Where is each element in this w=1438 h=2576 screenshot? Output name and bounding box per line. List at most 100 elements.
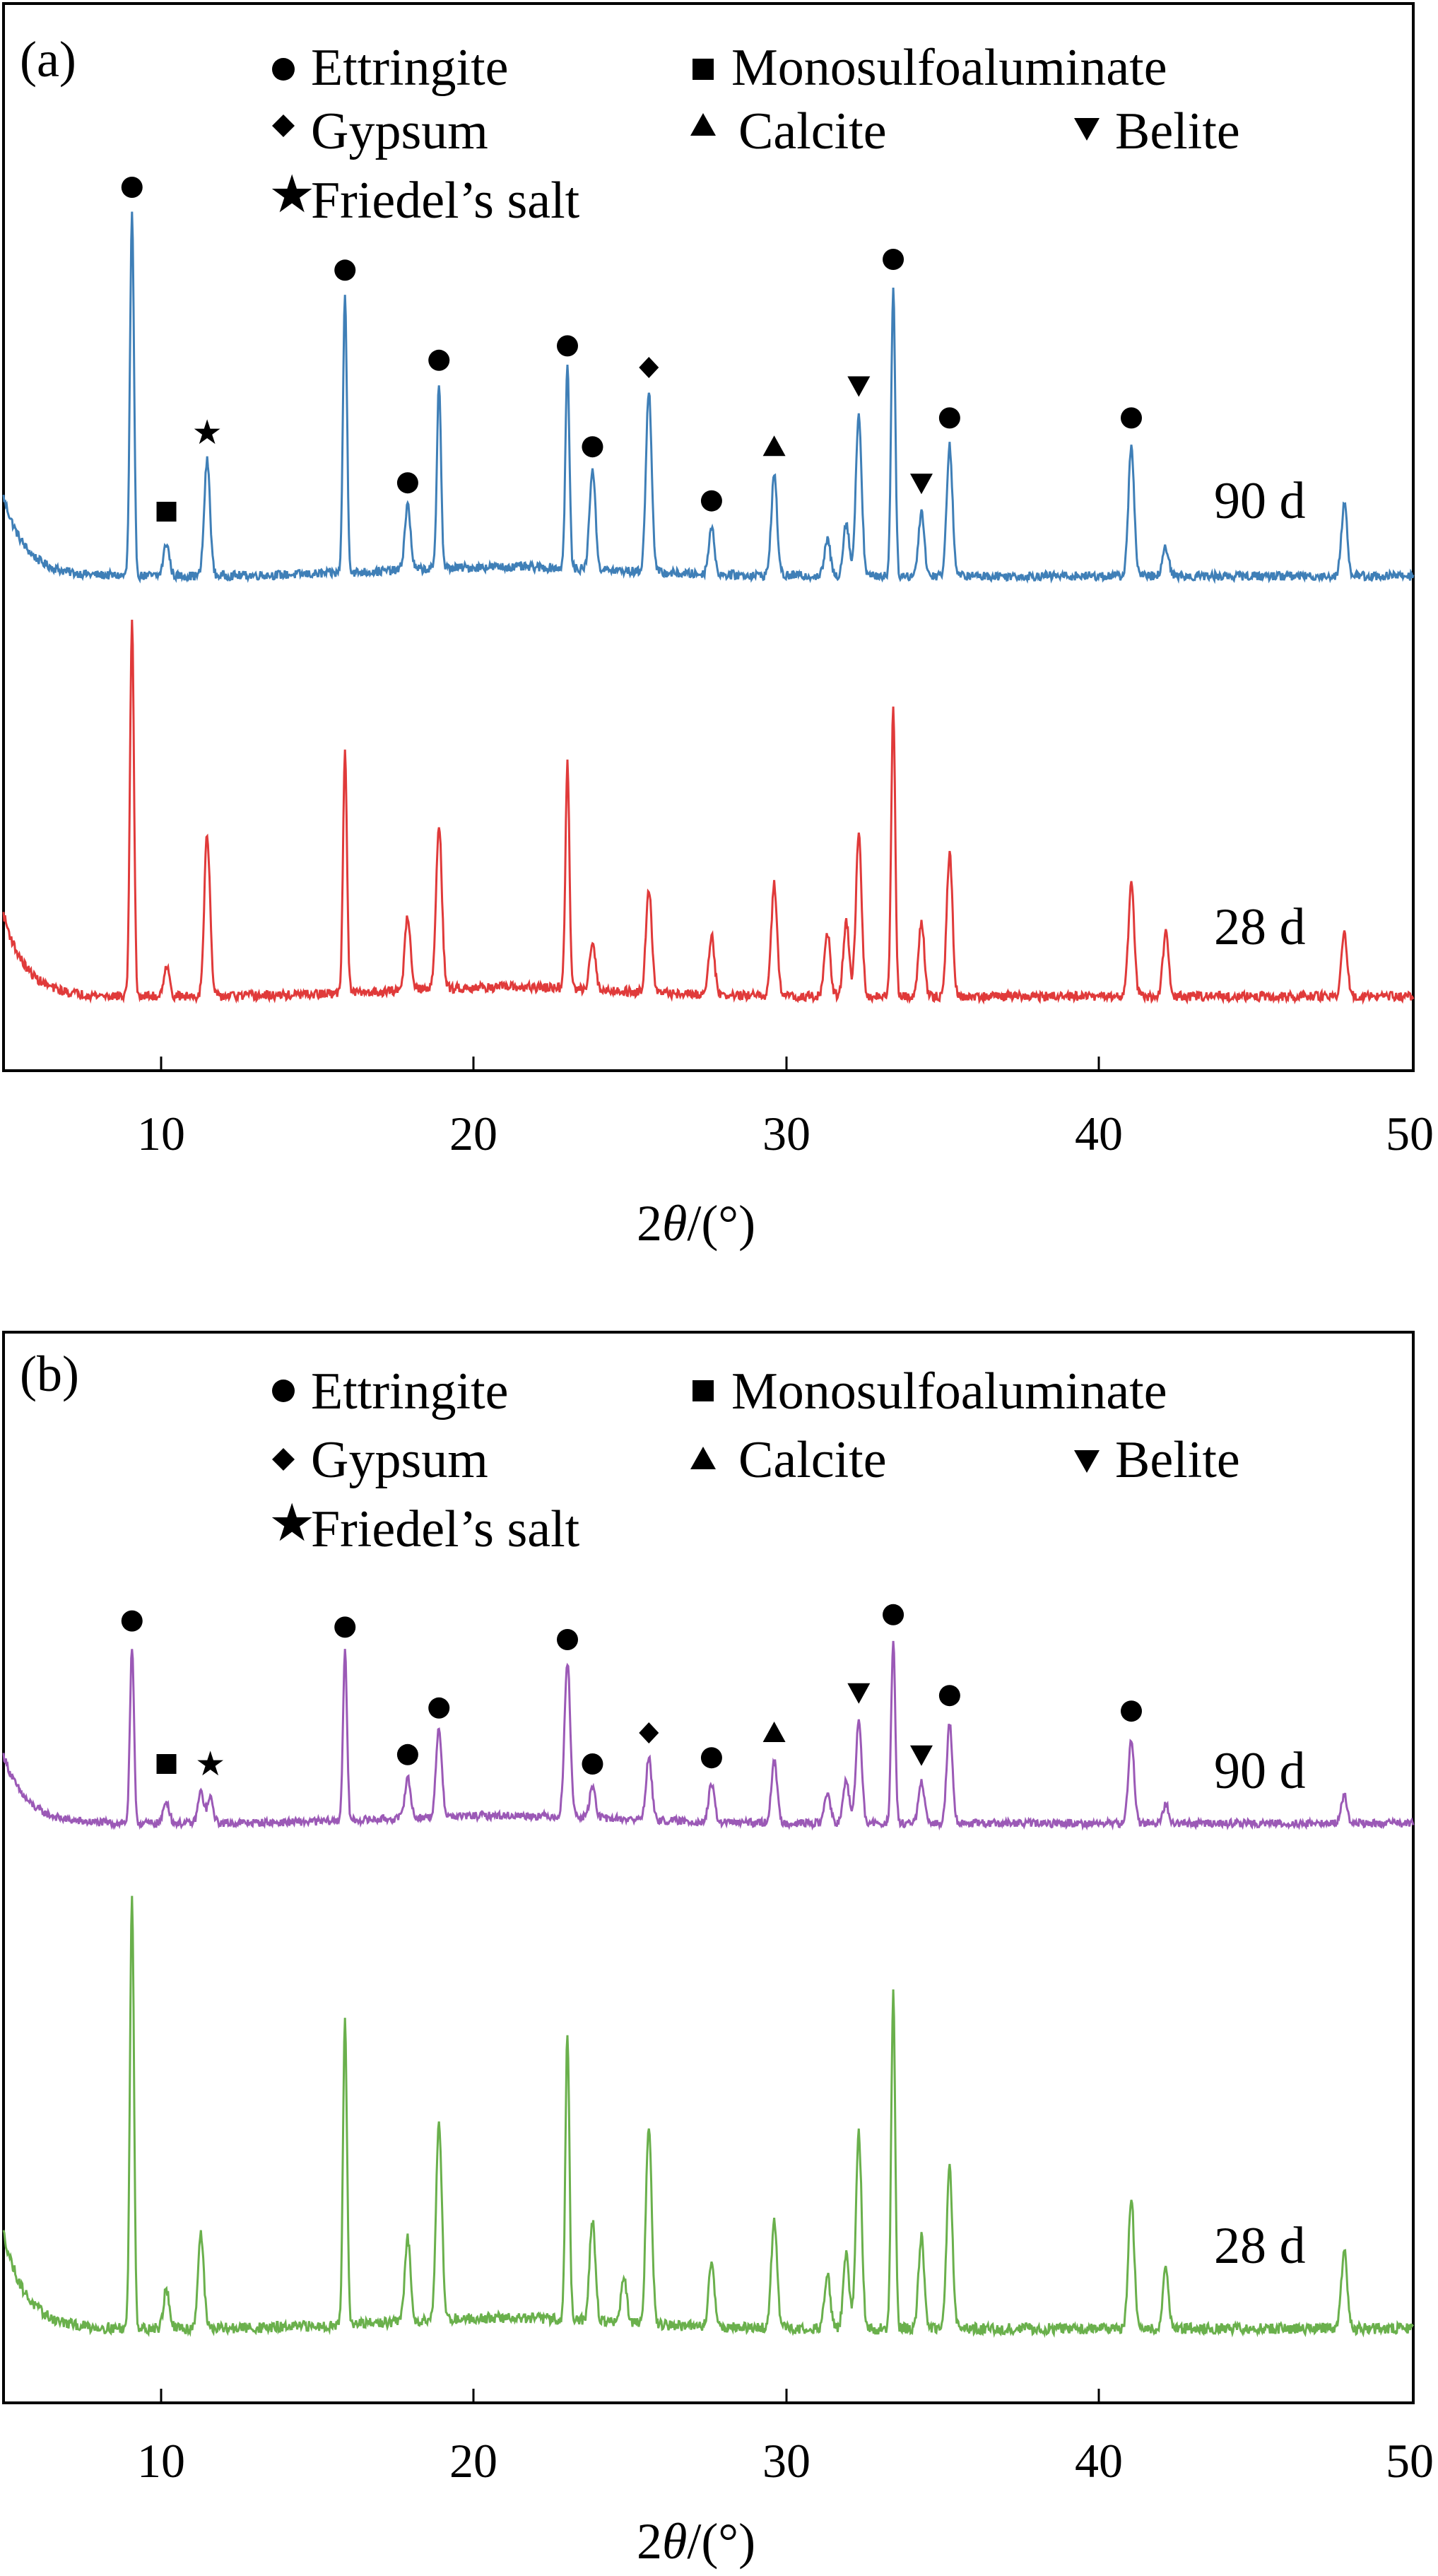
- x-axis-title-theta: θ: [662, 2513, 687, 2570]
- x-tick-label: 40: [1075, 2434, 1123, 2488]
- phase-marker-circle: [582, 436, 603, 458]
- legend-item-gypsum: Gypsum: [272, 1431, 488, 1489]
- legend-item-ettringite: Ettringite: [272, 39, 509, 97]
- x-axis-title-prefix: 2: [637, 1195, 662, 1252]
- circle-icon: [272, 1380, 295, 1402]
- phase-marker-circle: [938, 1685, 960, 1707]
- phase-marker-circle: [938, 407, 960, 429]
- x-tick-label: 50: [1386, 2434, 1434, 2488]
- phase-marker-circle: [557, 335, 578, 357]
- phase-marker-square: [156, 502, 177, 522]
- x-axis: 10 20 30 40 50 2θ/(°): [137, 2389, 1434, 2570]
- panel-b: (b) Ettringite Monosulfoaluminate Gypsum…: [2, 1331, 1434, 2570]
- phase-marker-circle: [1121, 407, 1142, 429]
- phase-marker-diamond: [639, 1722, 659, 1743]
- xrd-trace-90d: [2, 1640, 1415, 1831]
- legend-item-friedels-salt: ★ Friedel’s salt: [269, 1495, 580, 1558]
- phase-marker-circle: [121, 1610, 143, 1632]
- star-icon: ★: [269, 166, 315, 224]
- phase-marker-triangle-down: [909, 474, 933, 495]
- x-tick-label: 10: [137, 1107, 185, 1160]
- phase-marker-triangle-up: [762, 1722, 786, 1742]
- phase-marker-circle: [1121, 1700, 1142, 1722]
- x-tick-label: 50: [1386, 1107, 1434, 1160]
- phase-marker-circle: [700, 490, 722, 512]
- phase-markers: ★: [121, 1604, 1142, 1783]
- xrd-trace-90d: [2, 211, 1415, 584]
- phase-markers: ★: [121, 177, 1142, 522]
- phase-marker-triangle-down: [909, 1745, 933, 1766]
- xrd-traces: [2, 1640, 1415, 2339]
- panel-label: (b): [20, 1346, 79, 1402]
- phase-marker-triangle-up: [762, 435, 786, 457]
- x-tick-label: 10: [137, 2434, 185, 2488]
- star-icon: ★: [269, 1495, 315, 1553]
- phase-marker-star: ★: [192, 414, 223, 452]
- legend-label-gypsum: Gypsum: [311, 102, 488, 160]
- square-icon: [693, 1380, 714, 1401]
- legend-item-monosulfoaluminate: Monosulfoaluminate: [693, 39, 1167, 97]
- panel-label: (a): [20, 31, 76, 88]
- series-label-28d: 28 d: [1214, 2217, 1306, 2275]
- legend-item-calcite: Calcite: [690, 102, 887, 160]
- phase-marker-circle: [582, 1753, 603, 1775]
- plot-frame: [2, 2, 1415, 1072]
- x-axis-title-suffix: /(°): [687, 2513, 755, 2570]
- diamond-icon: [272, 114, 295, 137]
- phase-marker-circle: [396, 472, 418, 494]
- legend-label-calcite: Calcite: [738, 1431, 887, 1489]
- phase-marker-star: ★: [195, 1746, 225, 1783]
- triangle-down-icon: [1074, 1450, 1100, 1473]
- phase-marker-circle: [428, 349, 450, 371]
- legend-label-monosulfoaluminate: Monosulfoaluminate: [731, 1363, 1167, 1421]
- phase-marker-circle: [334, 259, 356, 281]
- triangle-up-icon: [690, 1447, 716, 1469]
- x-axis-title-suffix: /(°): [687, 1195, 755, 1252]
- legend-label-ettringite: Ettringite: [311, 1363, 509, 1421]
- legend-label-belite: Belite: [1115, 1431, 1240, 1489]
- phase-marker-circle: [334, 1616, 356, 1638]
- legend-item-monosulfoaluminate: Monosulfoaluminate: [693, 1363, 1167, 1421]
- x-axis: 10 20 30 40 50 2θ/(°): [137, 1057, 1434, 1252]
- x-tick-label: 20: [449, 2434, 497, 2488]
- legend-item-friedels-salt: ★ Friedel’s salt: [269, 166, 580, 230]
- xrd-trace-28d: [2, 1895, 1415, 2339]
- legend-label-friedels-salt: Friedel’s salt: [311, 1500, 580, 1558]
- phase-marker-circle: [883, 249, 904, 270]
- xrd-traces: [2, 211, 1415, 1005]
- x-tick-label: 20: [449, 1107, 497, 1160]
- square-icon: [693, 59, 714, 80]
- plot-frame: [2, 1331, 1415, 2404]
- phase-marker-circle: [121, 177, 143, 198]
- circle-icon: [272, 58, 295, 81]
- legend-item-calcite: Calcite: [690, 1431, 887, 1489]
- x-axis-title: 2θ/(°): [637, 1195, 755, 1252]
- phase-marker-square: [156, 1754, 177, 1774]
- xrd-trace-28d: [2, 619, 1415, 1005]
- legend-label-ettringite: Ettringite: [311, 39, 509, 97]
- legend-item-gypsum: Gypsum: [272, 102, 488, 160]
- legend-label-calcite: Calcite: [738, 102, 887, 160]
- x-axis-title-theta: θ: [662, 1195, 687, 1252]
- phase-marker-triangle-down: [847, 376, 871, 397]
- series-label-28d: 28 d: [1214, 898, 1306, 956]
- legend-label-belite: Belite: [1115, 102, 1240, 160]
- legend: Ettringite Monosulfoaluminate Gypsum Cal…: [269, 1363, 1240, 1558]
- phase-marker-circle: [396, 1743, 418, 1765]
- series-label-90d: 90 d: [1214, 1742, 1306, 1800]
- legend-label-gypsum: Gypsum: [311, 1431, 488, 1489]
- panel-a: (a) Ettringite Monosulfoaluminate Gypsum…: [2, 2, 1434, 1252]
- x-tick-label: 30: [762, 2434, 811, 2488]
- phase-marker-circle: [883, 1604, 904, 1625]
- x-tick-label: 30: [762, 1107, 811, 1160]
- phase-marker-triangle-down: [847, 1683, 871, 1704]
- triangle-down-icon: [1074, 118, 1100, 141]
- phase-marker-circle: [557, 1629, 578, 1650]
- phase-marker-circle: [428, 1697, 450, 1719]
- phase-marker-diamond: [639, 357, 659, 378]
- legend-item-belite: Belite: [1074, 1431, 1240, 1489]
- x-axis-title-prefix: 2: [637, 2513, 662, 2570]
- diamond-icon: [272, 1448, 295, 1471]
- legend-item-ettringite: Ettringite: [272, 1363, 509, 1421]
